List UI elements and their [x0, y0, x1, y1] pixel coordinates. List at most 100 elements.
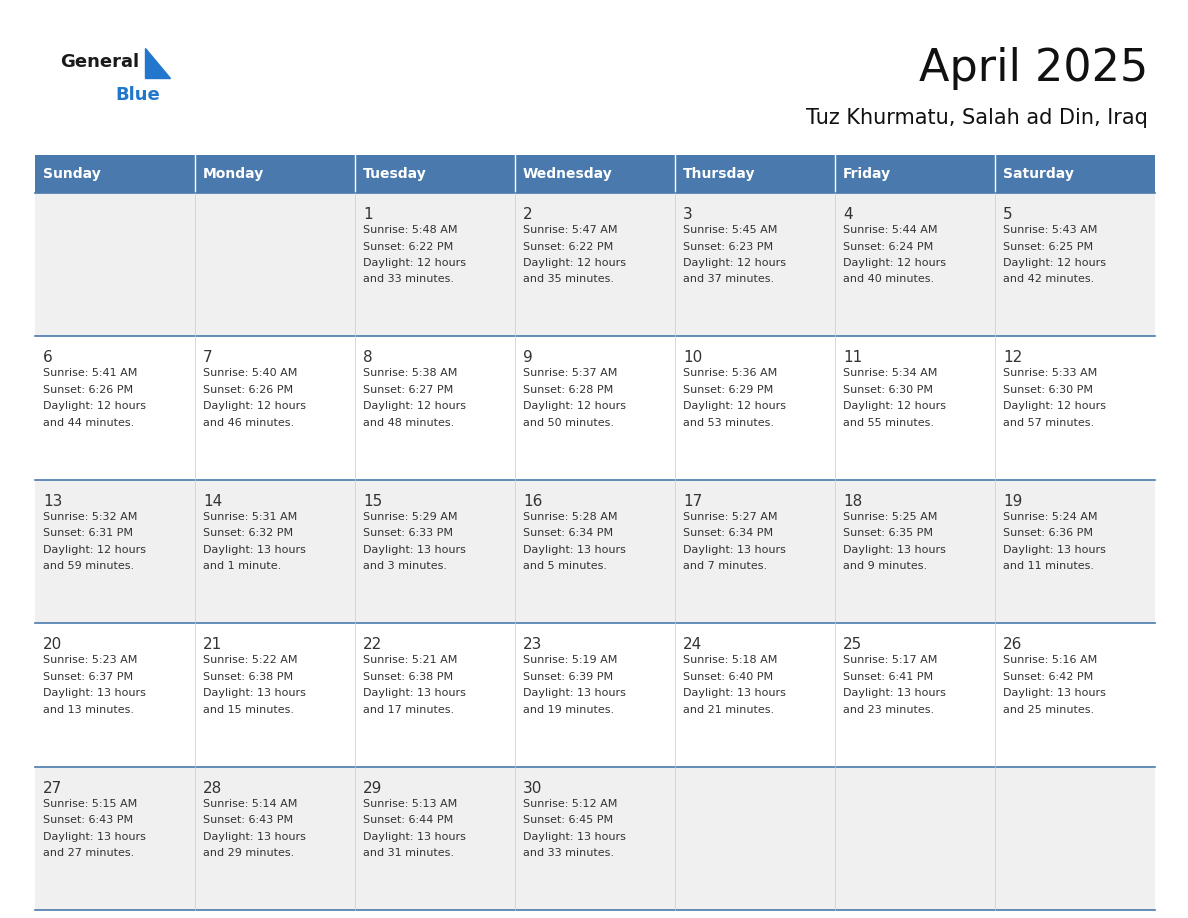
Text: Sunrise: 5:47 AM: Sunrise: 5:47 AM [523, 225, 618, 235]
Text: Sunrise: 5:44 AM: Sunrise: 5:44 AM [843, 225, 937, 235]
Text: 12: 12 [1003, 351, 1022, 365]
Text: 13: 13 [43, 494, 63, 509]
Text: Sunrise: 5:15 AM: Sunrise: 5:15 AM [43, 799, 138, 809]
Text: Sunrise: 5:48 AM: Sunrise: 5:48 AM [364, 225, 457, 235]
Text: Sunrise: 5:31 AM: Sunrise: 5:31 AM [203, 512, 297, 521]
Text: 9: 9 [523, 351, 532, 365]
Bar [34, 480, 1155, 623]
Text: Daylight: 13 hours: Daylight: 13 hours [523, 688, 626, 699]
Text: and 27 minutes.: and 27 minutes. [43, 848, 134, 858]
Text: Daylight: 13 hours: Daylight: 13 hours [683, 688, 786, 699]
Text: Sunset: 6:28 PM: Sunset: 6:28 PM [523, 385, 613, 395]
Text: Sunrise: 5:29 AM: Sunrise: 5:29 AM [364, 512, 457, 521]
Text: 11: 11 [843, 351, 862, 365]
Bar [34, 767, 1155, 910]
Text: and 19 minutes.: and 19 minutes. [523, 705, 614, 715]
Text: Sunset: 6:26 PM: Sunset: 6:26 PM [203, 385, 293, 395]
Text: Monday: Monday [203, 167, 264, 181]
Text: Daylight: 13 hours: Daylight: 13 hours [203, 544, 305, 554]
Text: Friday: Friday [843, 167, 891, 181]
Text: Sunset: 6:45 PM: Sunset: 6:45 PM [523, 815, 613, 825]
Text: Sunrise: 5:19 AM: Sunrise: 5:19 AM [523, 655, 618, 666]
Text: 2: 2 [523, 207, 532, 222]
Text: and 29 minutes.: and 29 minutes. [203, 848, 295, 858]
Bar [195, 155, 355, 193]
Text: Thursday: Thursday [683, 167, 756, 181]
Text: 17: 17 [683, 494, 702, 509]
Text: Sunset: 6:40 PM: Sunset: 6:40 PM [683, 672, 773, 682]
Text: Sunrise: 5:41 AM: Sunrise: 5:41 AM [43, 368, 138, 378]
Text: 23: 23 [523, 637, 543, 652]
Text: Daylight: 13 hours: Daylight: 13 hours [203, 832, 305, 842]
Text: 4: 4 [843, 207, 853, 222]
Text: and 57 minutes.: and 57 minutes. [1003, 418, 1094, 428]
Text: Sunset: 6:43 PM: Sunset: 6:43 PM [203, 815, 293, 825]
Text: Sunrise: 5:24 AM: Sunrise: 5:24 AM [1003, 512, 1098, 521]
Text: Sunrise: 5:45 AM: Sunrise: 5:45 AM [683, 225, 777, 235]
Text: and 5 minutes.: and 5 minutes. [523, 561, 607, 571]
Text: 25: 25 [843, 637, 862, 652]
Text: Daylight: 12 hours: Daylight: 12 hours [364, 401, 466, 411]
Text: Sunset: 6:27 PM: Sunset: 6:27 PM [364, 385, 454, 395]
Text: Sunset: 6:26 PM: Sunset: 6:26 PM [43, 385, 133, 395]
Text: Sunset: 6:24 PM: Sunset: 6:24 PM [843, 241, 934, 252]
Text: Sunrise: 5:38 AM: Sunrise: 5:38 AM [364, 368, 457, 378]
Text: Sunset: 6:44 PM: Sunset: 6:44 PM [364, 815, 454, 825]
Bar [516, 155, 675, 193]
Bar [34, 193, 1155, 336]
Text: Daylight: 13 hours: Daylight: 13 hours [683, 544, 786, 554]
Text: and 59 minutes.: and 59 minutes. [43, 561, 134, 571]
Bar [355, 155, 516, 193]
Text: 1: 1 [364, 207, 373, 222]
Text: Sunset: 6:36 PM: Sunset: 6:36 PM [1003, 528, 1093, 538]
Polygon shape [145, 48, 170, 78]
Text: Sunset: 6:22 PM: Sunset: 6:22 PM [523, 241, 613, 252]
Bar [34, 623, 1155, 767]
Text: Sunrise: 5:22 AM: Sunrise: 5:22 AM [203, 655, 297, 666]
Text: and 23 minutes.: and 23 minutes. [843, 705, 934, 715]
Text: Sunrise: 5:28 AM: Sunrise: 5:28 AM [523, 512, 618, 521]
Text: and 31 minutes.: and 31 minutes. [364, 848, 454, 858]
Text: and 46 minutes.: and 46 minutes. [203, 418, 295, 428]
Text: 16: 16 [523, 494, 543, 509]
Text: Daylight: 13 hours: Daylight: 13 hours [364, 688, 466, 699]
Text: Sunset: 6:38 PM: Sunset: 6:38 PM [203, 672, 293, 682]
Text: and 11 minutes.: and 11 minutes. [1003, 561, 1094, 571]
Text: Daylight: 12 hours: Daylight: 12 hours [843, 401, 946, 411]
Text: Daylight: 13 hours: Daylight: 13 hours [843, 688, 946, 699]
Text: Sunrise: 5:36 AM: Sunrise: 5:36 AM [683, 368, 777, 378]
Text: and 17 minutes.: and 17 minutes. [364, 705, 454, 715]
Text: Saturday: Saturday [1003, 167, 1074, 181]
Text: Daylight: 13 hours: Daylight: 13 hours [843, 544, 946, 554]
Text: Sunrise: 5:14 AM: Sunrise: 5:14 AM [203, 799, 297, 809]
Text: and 9 minutes.: and 9 minutes. [843, 561, 927, 571]
Text: Daylight: 13 hours: Daylight: 13 hours [43, 832, 146, 842]
Text: Sunday: Sunday [43, 167, 101, 181]
Text: and 33 minutes.: and 33 minutes. [364, 274, 454, 285]
Text: 20: 20 [43, 637, 62, 652]
Text: Sunrise: 5:12 AM: Sunrise: 5:12 AM [523, 799, 618, 809]
Text: Daylight: 12 hours: Daylight: 12 hours [203, 401, 307, 411]
Text: Sunset: 6:34 PM: Sunset: 6:34 PM [523, 528, 613, 538]
Text: Daylight: 12 hours: Daylight: 12 hours [364, 258, 466, 268]
Text: Daylight: 12 hours: Daylight: 12 hours [683, 401, 786, 411]
Text: 8: 8 [364, 351, 373, 365]
Text: Wednesday: Wednesday [523, 167, 613, 181]
Text: and 55 minutes.: and 55 minutes. [843, 418, 934, 428]
Text: Sunrise: 5:16 AM: Sunrise: 5:16 AM [1003, 655, 1098, 666]
Text: Sunset: 6:39 PM: Sunset: 6:39 PM [523, 672, 613, 682]
Text: and 21 minutes.: and 21 minutes. [683, 705, 775, 715]
Text: Sunrise: 5:17 AM: Sunrise: 5:17 AM [843, 655, 937, 666]
Text: and 50 minutes.: and 50 minutes. [523, 418, 614, 428]
Text: Daylight: 13 hours: Daylight: 13 hours [1003, 544, 1106, 554]
Text: 7: 7 [203, 351, 213, 365]
Text: Sunrise: 5:21 AM: Sunrise: 5:21 AM [364, 655, 457, 666]
Text: 3: 3 [683, 207, 693, 222]
Text: Daylight: 13 hours: Daylight: 13 hours [523, 832, 626, 842]
Text: and 1 minute.: and 1 minute. [203, 561, 282, 571]
Text: Daylight: 12 hours: Daylight: 12 hours [523, 401, 626, 411]
Text: Sunset: 6:43 PM: Sunset: 6:43 PM [43, 815, 133, 825]
Text: Sunset: 6:37 PM: Sunset: 6:37 PM [43, 672, 133, 682]
Text: Sunset: 6:42 PM: Sunset: 6:42 PM [1003, 672, 1093, 682]
Text: and 33 minutes.: and 33 minutes. [523, 848, 614, 858]
